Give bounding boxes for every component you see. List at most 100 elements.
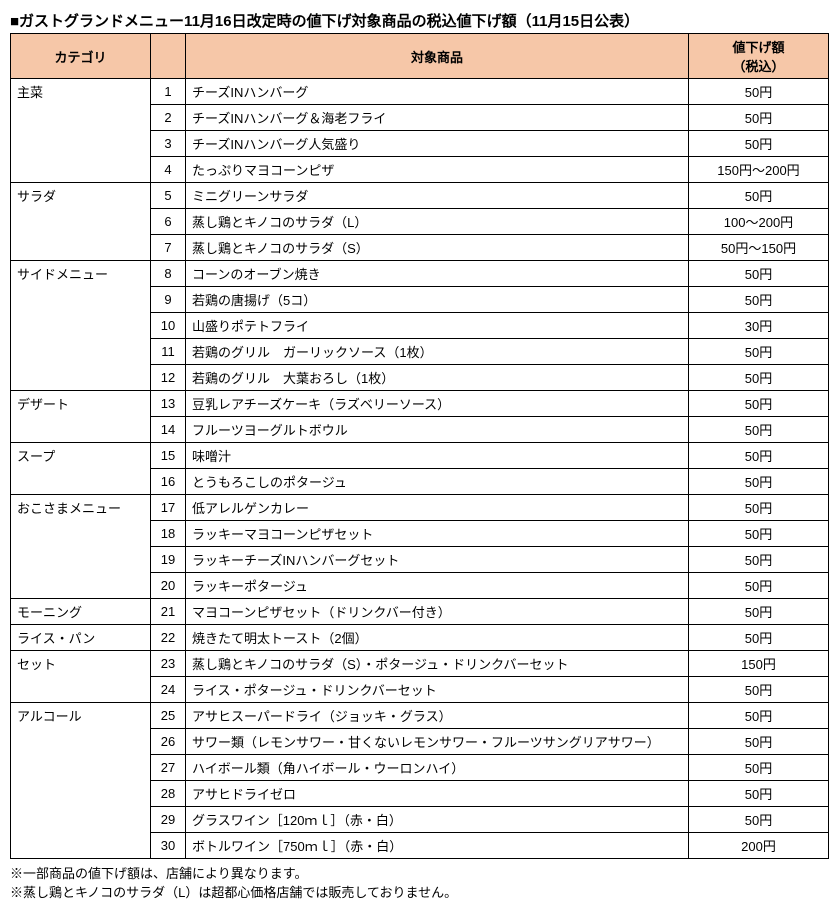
- item-name: 若鶏の唐揚げ（5コ）: [186, 287, 689, 313]
- row-number: 10: [151, 313, 186, 339]
- discount-amount: 50円: [689, 339, 829, 365]
- row-number: 14: [151, 417, 186, 443]
- item-name: 蒸し鶏とキノコのサラダ（S）: [186, 235, 689, 261]
- item-name: フルーツヨーグルトボウル: [186, 417, 689, 443]
- row-number: 5: [151, 183, 186, 209]
- col-num: [151, 34, 186, 79]
- item-name: 味噌汁: [186, 443, 689, 469]
- row-number: 26: [151, 729, 186, 755]
- discount-amount: 50円: [689, 131, 829, 157]
- item-name: チーズINハンバーグ: [186, 79, 689, 105]
- discount-amount: 50円: [689, 807, 829, 833]
- discount-amount: 50円: [689, 755, 829, 781]
- row-number: 15: [151, 443, 186, 469]
- row-number: 11: [151, 339, 186, 365]
- page-title: ■ガストグランドメニュー11月16日改定時の値下げ対象商品の税込値下げ額（11月…: [10, 10, 828, 31]
- item-name: ライス・ポタージュ・ドリンクバーセット: [186, 677, 689, 703]
- row-number: 28: [151, 781, 186, 807]
- item-name: 豆乳レアチーズケーキ（ラズベリーソース）: [186, 391, 689, 417]
- row-number: 2: [151, 105, 186, 131]
- discount-amount: 100～200円: [689, 209, 829, 235]
- item-name: 山盛りポテトフライ: [186, 313, 689, 339]
- discount-amount: 50円: [689, 391, 829, 417]
- table-row: ライス・パン22焼きたて明太トースト（2個）50円: [11, 625, 829, 651]
- category-cell: ライス・パン: [11, 625, 151, 651]
- row-number: 27: [151, 755, 186, 781]
- row-number: 3: [151, 131, 186, 157]
- item-name: アサヒスーパードライ（ジョッキ・グラス）: [186, 703, 689, 729]
- table-row: アルコール25アサヒスーパードライ（ジョッキ・グラス）50円: [11, 703, 829, 729]
- row-number: 6: [151, 209, 186, 235]
- discount-amount: 50円: [689, 417, 829, 443]
- category-cell: スープ: [11, 443, 151, 495]
- table-row: スープ15味噌汁50円: [11, 443, 829, 469]
- table-row: おこさまメニュー17低アレルゲンカレー50円: [11, 495, 829, 521]
- footnotes: ※一部商品の値下げ額は、店舗により異なります。※蒸し鶏とキノコのサラダ（L）は超…: [10, 863, 828, 901]
- col-category: カテゴリ: [11, 34, 151, 79]
- discount-amount: 50円: [689, 261, 829, 287]
- item-name: チーズINハンバーグ＆海老フライ: [186, 105, 689, 131]
- row-number: 12: [151, 365, 186, 391]
- item-name: アサヒドライゼロ: [186, 781, 689, 807]
- category-cell: 主菜: [11, 79, 151, 183]
- item-name: ラッキーチーズINハンバーグセット: [186, 547, 689, 573]
- discount-amount: 50円: [689, 443, 829, 469]
- discount-amount: 150円～200円: [689, 157, 829, 183]
- item-name: ラッキーポタージュ: [186, 573, 689, 599]
- table-row: サイドメニュー8コーンのオーブン焼き50円: [11, 261, 829, 287]
- table-row: 主菜1チーズINハンバーグ50円: [11, 79, 829, 105]
- category-cell: おこさまメニュー: [11, 495, 151, 599]
- discount-amount: 50円: [689, 79, 829, 105]
- discount-amount: 30円: [689, 313, 829, 339]
- discount-amount: 50円: [689, 287, 829, 313]
- item-name: ミニグリーンサラダ: [186, 183, 689, 209]
- row-number: 29: [151, 807, 186, 833]
- item-name: ボトルワイン［750ｍｌ］（赤・白）: [186, 833, 689, 859]
- row-number: 13: [151, 391, 186, 417]
- category-cell: サイドメニュー: [11, 261, 151, 391]
- category-cell: アルコール: [11, 703, 151, 859]
- category-cell: サラダ: [11, 183, 151, 261]
- table-header-row: カテゴリ 対象商品 値下げ額 （税込）: [11, 34, 829, 79]
- footnote-line: ※蒸し鶏とキノコのサラダ（L）は超都心価格店舗では販売しておりません。: [10, 882, 828, 901]
- item-name: とうもろこしのポタージュ: [186, 469, 689, 495]
- discount-amount: 50円: [689, 547, 829, 573]
- col-item: 対象商品: [186, 34, 689, 79]
- discount-amount: 50円: [689, 703, 829, 729]
- item-name: 蒸し鶏とキノコのサラダ（S）・ポタージュ・ドリンクバーセット: [186, 651, 689, 677]
- discount-amount: 50円: [689, 183, 829, 209]
- discount-amount: 50円: [689, 469, 829, 495]
- item-name: サワー類（レモンサワー・甘くないレモンサワー・フルーツサングリアサワー）: [186, 729, 689, 755]
- row-number: 21: [151, 599, 186, 625]
- row-number: 9: [151, 287, 186, 313]
- row-number: 22: [151, 625, 186, 651]
- row-number: 24: [151, 677, 186, 703]
- row-number: 1: [151, 79, 186, 105]
- footnote-line: ※一部商品の値下げ額は、店舗により異なります。: [10, 863, 828, 882]
- item-name: たっぷりマヨコーンピザ: [186, 157, 689, 183]
- item-name: 焼きたて明太トースト（2個）: [186, 625, 689, 651]
- price-table: カテゴリ 対象商品 値下げ額 （税込） 主菜1チーズINハンバーグ50円2チーズ…: [10, 33, 829, 859]
- item-name: チーズINハンバーグ人気盛り: [186, 131, 689, 157]
- row-number: 16: [151, 469, 186, 495]
- row-number: 7: [151, 235, 186, 261]
- row-number: 8: [151, 261, 186, 287]
- discount-amount: 150円: [689, 651, 829, 677]
- item-name: 若鶏のグリル 大葉おろし（1枚）: [186, 365, 689, 391]
- row-number: 19: [151, 547, 186, 573]
- row-number: 4: [151, 157, 186, 183]
- discount-amount: 200円: [689, 833, 829, 859]
- item-name: マヨコーンピザセット（ドリンクバー付き）: [186, 599, 689, 625]
- discount-amount: 50円～150円: [689, 235, 829, 261]
- item-name: 蒸し鶏とキノコのサラダ（L）: [186, 209, 689, 235]
- category-cell: モーニング: [11, 599, 151, 625]
- item-name: ハイボール類（角ハイボール・ウーロンハイ）: [186, 755, 689, 781]
- discount-amount: 50円: [689, 365, 829, 391]
- discount-amount: 50円: [689, 573, 829, 599]
- item-name: グラスワイン［120ｍｌ］（赤・白）: [186, 807, 689, 833]
- discount-amount: 50円: [689, 599, 829, 625]
- col-amount: 値下げ額 （税込）: [689, 34, 829, 79]
- row-number: 18: [151, 521, 186, 547]
- discount-amount: 50円: [689, 677, 829, 703]
- table-row: デザート13豆乳レアチーズケーキ（ラズベリーソース）50円: [11, 391, 829, 417]
